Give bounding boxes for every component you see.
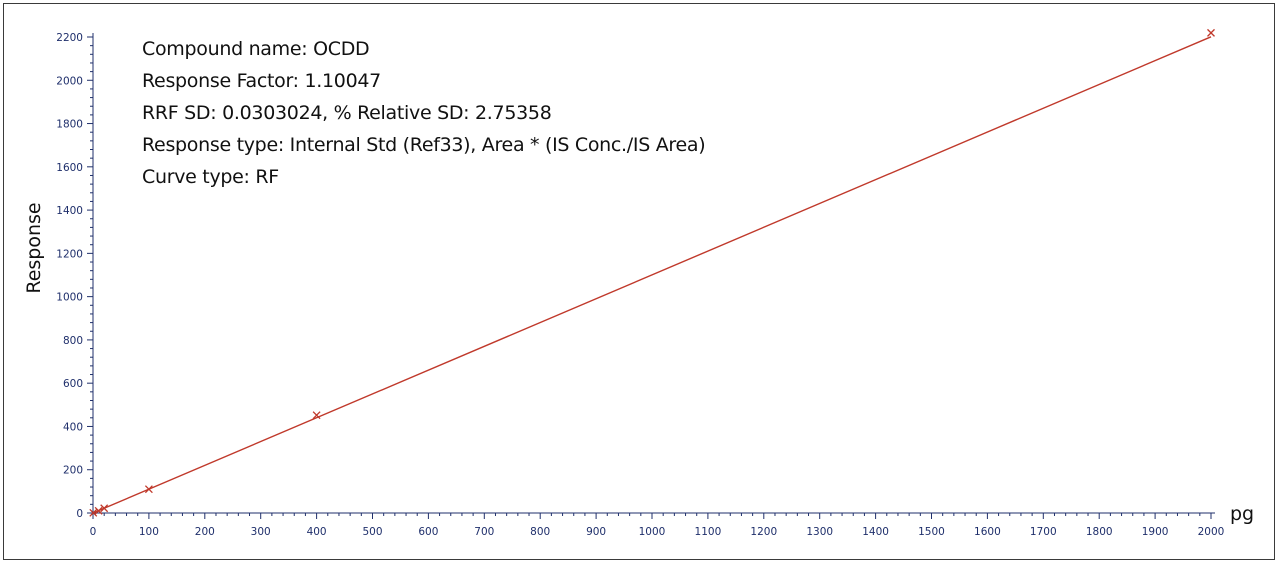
- y-tick-label: 600: [63, 378, 83, 390]
- x-tick-label: 100: [139, 526, 159, 538]
- axes: [92, 33, 1215, 514]
- data-point-stroke: [312, 411, 321, 420]
- data-point-stroke: [1207, 28, 1215, 37]
- x-tick-label: 800: [530, 526, 550, 538]
- y-tick-label: 800: [63, 335, 83, 347]
- compound-name: Compound name: OCDD: [142, 38, 370, 60]
- y-tick-label: 1800: [56, 119, 83, 131]
- data-point: [144, 485, 153, 494]
- x-tick-label: 1000: [639, 526, 666, 538]
- fit-line-layer: [92, 36, 1212, 514]
- rrf-sd: RRF SD: 0.0303024, % Relative SD: 2.7535…: [142, 102, 552, 124]
- x-tick-label: 1500: [918, 526, 945, 538]
- data-point-stroke: [94, 506, 103, 515]
- data-point: [94, 506, 103, 515]
- y-axis-title: Response: [23, 202, 45, 293]
- y-tick-label: 0: [76, 508, 83, 520]
- x-tick-label: 500: [362, 526, 382, 538]
- calibration-fit-line: [92, 36, 1212, 514]
- data-point: [100, 504, 109, 513]
- x-tick-label: 1700: [1030, 526, 1057, 538]
- x-tick-label: 1800: [1086, 526, 1113, 538]
- data-point: [312, 411, 321, 420]
- y-tick-label: 2200: [56, 32, 83, 44]
- y-tick-label: 1000: [56, 292, 83, 304]
- response-factor: Response Factor: 1.10047: [142, 70, 381, 92]
- y-tick-label: 400: [63, 421, 83, 433]
- data-point: [89, 508, 98, 517]
- y-tick-label: 1600: [56, 162, 83, 174]
- x-tick-label: 1900: [1142, 526, 1169, 538]
- x-tick-label: 2000: [1198, 526, 1225, 538]
- x-tick-label: 1100: [695, 526, 722, 538]
- response-type: Response type: Internal Std (Ref33), Are…: [142, 134, 706, 156]
- data-points: [89, 28, 1215, 517]
- x-tick-label: 200: [195, 526, 215, 538]
- x-tick-label: 300: [251, 526, 271, 538]
- y-tick-label: 1200: [56, 248, 83, 260]
- x-tick-label: 700: [474, 526, 494, 538]
- curve-type: Curve type: RF: [142, 166, 279, 188]
- x-tick-label: 0: [90, 526, 97, 538]
- chart-frame: [3, 3, 1275, 560]
- x-tick-label: 400: [307, 526, 327, 538]
- y-tick-label: 2000: [56, 75, 83, 87]
- x-tick-label: 1300: [806, 526, 833, 538]
- data-point-stroke: [144, 485, 153, 494]
- data-point-stroke: [89, 508, 98, 517]
- x-tick-label: 1400: [862, 526, 889, 538]
- y-tick-label: 200: [63, 465, 83, 477]
- x-tick-label: 1200: [750, 526, 777, 538]
- data-point-stroke: [100, 504, 109, 513]
- x-tick-label: 900: [586, 526, 606, 538]
- x-axis-title: pg: [1230, 503, 1254, 525]
- ticks: 0 100 200 300 400 500 600 700 800 900 1000 1100 1200…: [56, 32, 1224, 538]
- data-point: [1207, 28, 1215, 37]
- x-tick-label: 600: [418, 526, 438, 538]
- y-tick-label: 1400: [56, 205, 83, 217]
- x-tick-label: 1600: [974, 526, 1001, 538]
